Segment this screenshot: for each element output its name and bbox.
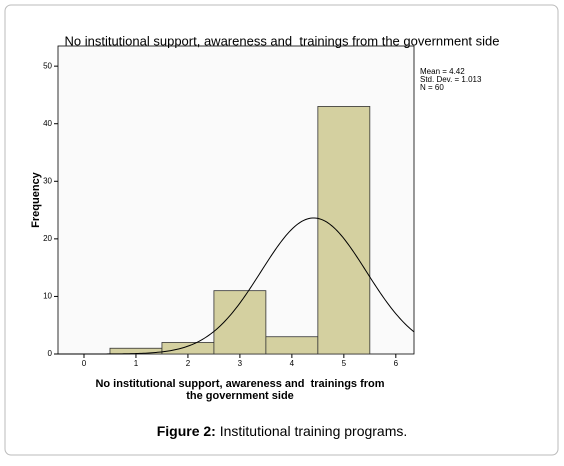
y-tick-label: 50 <box>43 61 52 70</box>
chart-title: No institutional support, awareness and … <box>64 33 499 48</box>
stat-label: Std. Dev. = 1.013 <box>420 75 482 84</box>
bar <box>317 106 371 355</box>
y-axis-title: Frequency <box>30 171 42 228</box>
x-tick-label: 4 <box>290 359 295 368</box>
x-tick-label: 6 <box>394 359 399 368</box>
y-tick-label: 40 <box>43 119 52 128</box>
x-tick-label: 0 <box>82 359 87 368</box>
bar <box>161 342 215 355</box>
caption-label: Figure 2: <box>157 423 216 439</box>
x-tick-label: 5 <box>342 359 347 368</box>
y-tick-label: 10 <box>43 292 52 301</box>
x-axis-title: the government side <box>186 390 294 402</box>
normal-curve <box>58 217 415 355</box>
y-tick-label: 0 <box>48 349 53 358</box>
x-axis-title: No institutional support, awareness and … <box>95 378 384 390</box>
y-tick-label: 30 <box>43 176 52 185</box>
stat-label: N = 60 <box>420 83 444 92</box>
caption: Figure 2: Institutional training program… <box>157 423 408 439</box>
x-tick-label: 1 <box>134 359 139 368</box>
bar <box>213 290 267 355</box>
bar <box>265 336 319 355</box>
caption-text: Institutional training programs. <box>220 423 408 439</box>
x-tick-label: 2 <box>186 359 191 368</box>
stat-label: Mean = 4.42 <box>420 67 465 76</box>
x-tick-label: 3 <box>238 359 243 368</box>
y-tick-label: 20 <box>43 234 52 243</box>
